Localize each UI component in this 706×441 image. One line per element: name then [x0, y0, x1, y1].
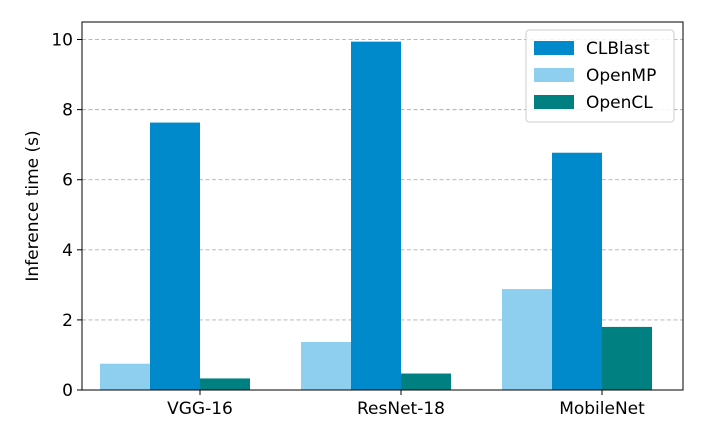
x-tick-label: ResNet-18 [357, 399, 445, 419]
bar-opencl-vgg-16 [200, 378, 250, 390]
bar-clblast-vgg-16 [150, 122, 200, 390]
bar-openmp-vgg-16 [100, 363, 150, 390]
bar-clblast-mobilenet [552, 152, 602, 390]
bar-openmp-mobilenet [502, 289, 552, 390]
bar-openmp-resnet-18 [301, 341, 351, 390]
x-tick-label: VGG-16 [167, 399, 233, 419]
bar-clblast-resnet-18 [351, 41, 401, 390]
plot-frame [81, 21, 684, 391]
bars [100, 41, 652, 390]
y-tick-label: 6 [62, 171, 73, 191]
x-axis: VGG-16 ResNet-18 MobileNet [167, 390, 645, 419]
legend-label-clblast: CLBlast [586, 39, 650, 59]
legend-label-openmp: OpenMP [586, 66, 656, 86]
y-tick-label: 4 [62, 241, 73, 261]
y-axis-title: Inference time (s) [23, 130, 43, 281]
bar-opencl-mobilenet [602, 326, 652, 390]
y-tick-label: 8 [62, 101, 73, 121]
y-tick-label: 2 [62, 311, 73, 331]
legend-swatch-opencl [534, 95, 574, 109]
y-axis: 0 2 4 6 8 10 [51, 31, 82, 401]
y-tick-label: 10 [51, 31, 73, 51]
x-tick-label: MobileNet [559, 399, 645, 419]
legend-swatch-clblast [534, 41, 574, 55]
legend-label-opencl: OpenCL [586, 93, 653, 113]
legend: CLBlast OpenMP OpenCL [525, 29, 675, 123]
bar-opencl-resnet-18 [401, 373, 451, 390]
legend-swatch-openmp [534, 68, 574, 82]
y-tick-label: 0 [62, 381, 73, 401]
